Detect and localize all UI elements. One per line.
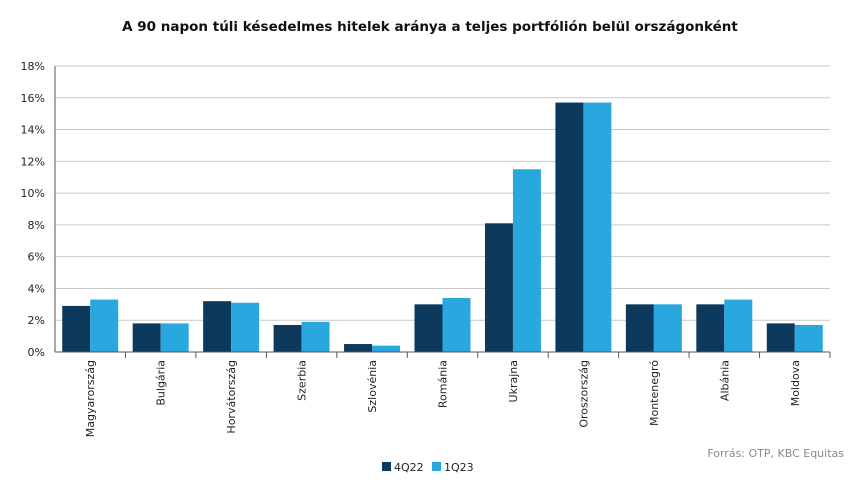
bar-1Q23-8 bbox=[653, 304, 682, 352]
legend-label-4Q22: 4Q22 bbox=[394, 461, 424, 474]
y-tick-label: 18% bbox=[21, 60, 45, 73]
bar-4Q22-9 bbox=[696, 304, 725, 352]
x-category-label: Oroszország bbox=[577, 360, 590, 428]
bar-4Q22-2 bbox=[203, 301, 232, 352]
bar-1Q23-1 bbox=[160, 323, 189, 352]
chart-title: A 90 napon túli késedelmes hitelek arány… bbox=[122, 19, 738, 35]
y-tick-label: 0% bbox=[28, 346, 45, 359]
bar-1Q23-7 bbox=[583, 102, 612, 353]
y-tick-label: 12% bbox=[21, 155, 45, 168]
bar-1Q23-10 bbox=[794, 324, 823, 352]
x-category-label: Szlovénia bbox=[366, 360, 379, 413]
x-category-label: Magyarország bbox=[84, 360, 97, 437]
y-tick-label: 14% bbox=[21, 124, 45, 137]
x-axis-categories: Magyarország Bulgária Horvátország Szerbia S… bbox=[84, 352, 831, 437]
bar-1Q23-2 bbox=[231, 302, 260, 352]
bar-4Q22-5 bbox=[414, 304, 443, 352]
legend-swatch-1Q23 bbox=[432, 462, 441, 471]
bar-4Q22-8 bbox=[625, 304, 654, 352]
x-category-label: Moldova bbox=[789, 360, 802, 406]
legend-label-1Q23: 1Q23 bbox=[444, 461, 474, 474]
source-note: Forrás: OTP, KBC Equitas bbox=[707, 447, 844, 460]
legend: 4Q22 1Q23 bbox=[382, 461, 474, 474]
y-tick-label: 2% bbox=[28, 314, 45, 327]
y-tick-label: 10% bbox=[21, 187, 45, 200]
gridlines bbox=[55, 65, 830, 321]
x-category-label: Bulgária bbox=[155, 360, 168, 406]
bar-4Q22-0 bbox=[62, 305, 91, 352]
y-axis-ticks: 0% 2% 4% 6% 8% 10% 12% 14% 16% 18% bbox=[21, 60, 45, 359]
bar-1Q23-0 bbox=[90, 299, 119, 352]
bar-4Q22-7 bbox=[555, 102, 584, 353]
bar-4Q22-1 bbox=[132, 323, 161, 352]
bar-4Q22-10 bbox=[766, 323, 795, 352]
y-tick-label: 4% bbox=[28, 282, 45, 295]
x-category-label: Horvátország bbox=[225, 360, 238, 434]
bar-1Q23-9 bbox=[724, 299, 753, 352]
legend-swatch-4Q22 bbox=[382, 462, 391, 471]
y-tick-label: 8% bbox=[28, 219, 45, 232]
x-category-label: Szerbia bbox=[296, 360, 309, 401]
bar-4Q22-3 bbox=[273, 324, 302, 352]
y-tick-label: 6% bbox=[28, 251, 45, 264]
bar-1Q23-5 bbox=[442, 297, 471, 352]
x-category-label: Montenegró bbox=[648, 360, 661, 426]
bar-4Q22-4 bbox=[344, 344, 373, 352]
x-category-label: Albánia bbox=[718, 360, 731, 401]
bar-4Q22-6 bbox=[484, 223, 513, 352]
bar-1Q23-4 bbox=[372, 345, 401, 352]
bars bbox=[62, 102, 823, 353]
x-category-label: Ukrajna bbox=[507, 360, 520, 402]
bar-1Q23-6 bbox=[512, 169, 541, 352]
y-tick-label: 16% bbox=[21, 92, 45, 105]
bar-1Q23-3 bbox=[301, 321, 330, 352]
x-category-label: Románia bbox=[437, 360, 450, 408]
